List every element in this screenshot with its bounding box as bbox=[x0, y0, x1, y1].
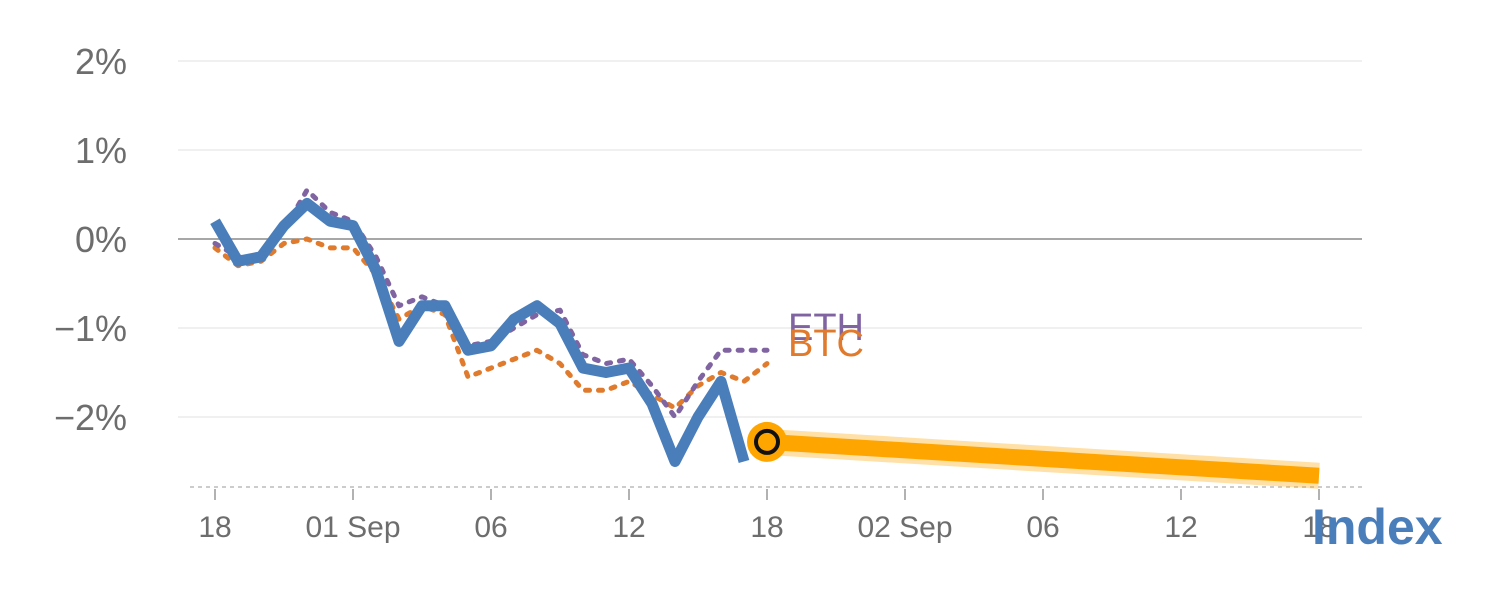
y-tick-label: 0% bbox=[75, 219, 127, 260]
index-series-label: Index bbox=[1312, 499, 1443, 555]
y-tick-label: 1% bbox=[75, 130, 127, 171]
btc-series-label: BTC bbox=[788, 323, 864, 365]
y-tick-label: −1% bbox=[54, 308, 127, 349]
x-tick-label: 18 bbox=[750, 511, 783, 544]
y-axis: 2% 1% 0% −1% −2% bbox=[54, 41, 127, 438]
x-tick-label: 18 bbox=[1302, 511, 1335, 544]
eth-series-label: ETH bbox=[788, 307, 864, 349]
btc-series-line bbox=[212, 236, 770, 411]
y-tick-label: 2% bbox=[75, 41, 127, 82]
index-series-line bbox=[210, 197, 750, 467]
series-layer bbox=[210, 187, 1320, 489]
x-tick-label: 06 bbox=[1026, 511, 1059, 544]
x-tick-label: 02 Sep bbox=[857, 511, 952, 544]
forecast-band bbox=[766, 433, 1320, 484]
current-marker bbox=[754, 428, 780, 455]
x-tick-label: 12 bbox=[1164, 511, 1197, 544]
x-tick-label: 12 bbox=[612, 511, 645, 544]
eth-series-line bbox=[212, 187, 770, 420]
x-tick-label: 18 bbox=[198, 511, 231, 544]
x-tick-label: 06 bbox=[474, 511, 507, 544]
y-tick-label: −2% bbox=[54, 397, 127, 438]
grid bbox=[178, 60, 1362, 418]
x-tick-label: 01 Sep bbox=[305, 511, 400, 544]
x-axis: 18 01 Sep 06 12 18 02 Sep 06 12 18 bbox=[198, 489, 1336, 544]
